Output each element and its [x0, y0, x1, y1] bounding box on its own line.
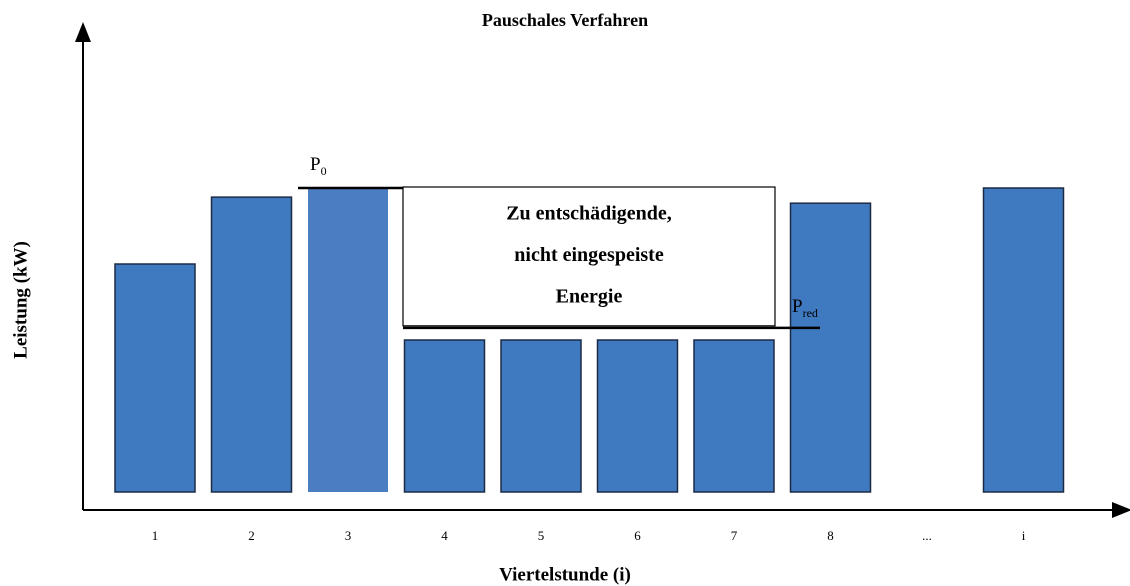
pred-label-main: P	[792, 296, 803, 317]
annotation-box	[402, 186, 776, 327]
bar	[308, 188, 388, 492]
x-tick-label: 1	[152, 528, 159, 543]
x-tick-label: 7	[731, 528, 738, 543]
p0-label-sub: 0	[321, 164, 327, 178]
bar	[982, 187, 1065, 493]
p0-label: P0	[310, 154, 327, 177]
x-tick-label: 3	[345, 528, 352, 543]
chart-title: Pauschales Verfahren	[482, 10, 648, 30]
annotation-text: Energie	[556, 286, 623, 308]
x-tick-label: 2	[248, 528, 255, 543]
bar	[500, 339, 582, 493]
x-tick-label: 4	[441, 528, 448, 543]
x-tick-label: i	[1022, 528, 1026, 543]
bar	[210, 196, 293, 493]
annotation-text: nicht eingespeiste	[514, 244, 664, 266]
bar	[789, 202, 872, 493]
x-axis-label: Viertelstunde (i)	[499, 564, 631, 585]
bar	[596, 339, 679, 493]
pred-label: Pred	[792, 296, 818, 319]
bar	[693, 339, 775, 493]
pred-label-sub: red	[803, 306, 818, 320]
bar	[114, 263, 196, 493]
x-tick-label: 5	[538, 528, 545, 543]
annotation-text: Zu entschädigende,	[506, 203, 672, 225]
x-tick-label: 6	[634, 528, 641, 543]
y-axis-label: Leistung (kW)	[10, 241, 31, 359]
x-tick-label: 8	[827, 528, 834, 543]
p0-label-main: P	[310, 154, 321, 175]
bar	[403, 339, 486, 493]
x-tick-label: ...	[922, 528, 932, 543]
